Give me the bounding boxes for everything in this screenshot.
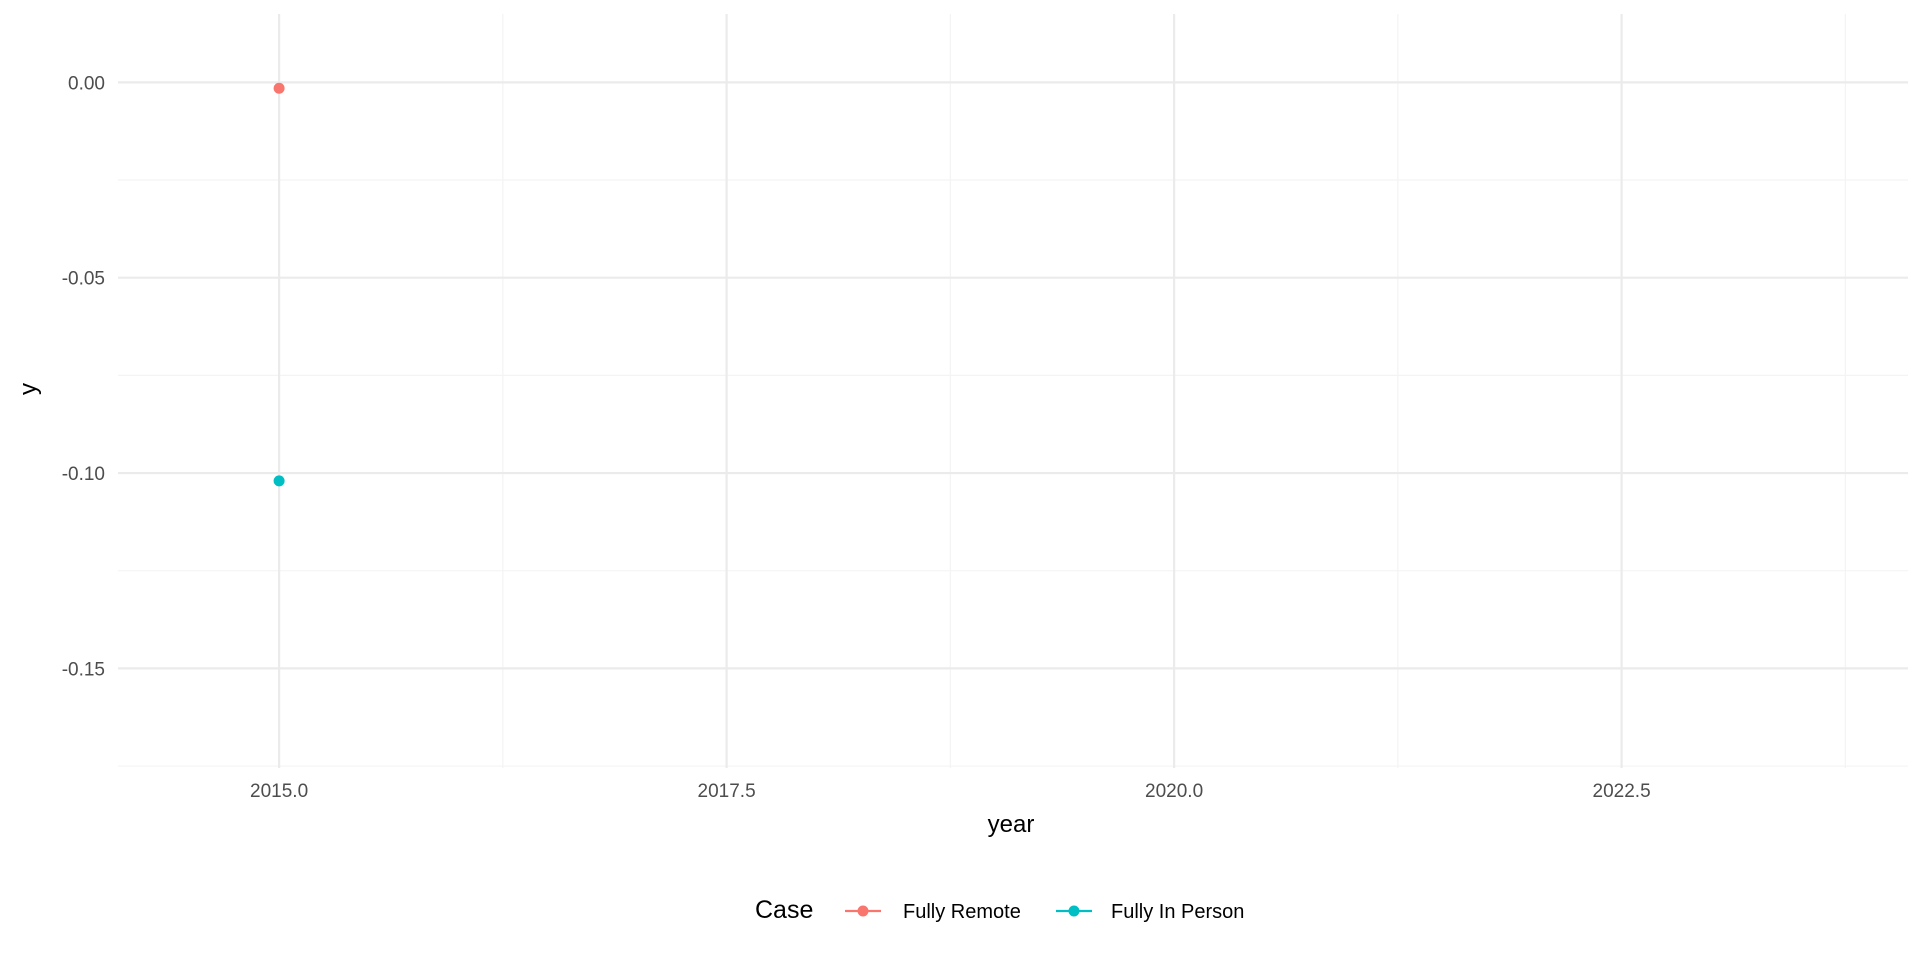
- x-tick-label: 2020.0: [1145, 781, 1203, 802]
- y-tick-label: -0.05: [62, 269, 105, 290]
- data-point: [273, 82, 285, 94]
- legend-label: Fully In Person: [1111, 901, 1244, 923]
- legend-key-point: [857, 905, 869, 917]
- x-tick-label: 2022.5: [1593, 781, 1651, 802]
- y-tick-label: 0.00: [68, 73, 105, 94]
- y-tick-label: -0.10: [62, 464, 105, 485]
- x-tick-label: 2017.5: [698, 781, 756, 802]
- legend-key-point: [1068, 905, 1080, 917]
- minor-gridlines: [118, 14, 1908, 768]
- major-gridlines: [118, 14, 1908, 768]
- x-tick-label: 2015.0: [250, 781, 308, 802]
- x-axis-ticks: 2015.0 2017.5 2020.0 2022.5: [250, 781, 1651, 802]
- data-point: [273, 475, 285, 487]
- legend-label: Fully Remote: [903, 901, 1021, 923]
- y-axis-ticks: 0.00 -0.05 -0.10 -0.15: [62, 73, 105, 680]
- y-axis-title: y: [15, 383, 42, 395]
- legend: Case Fully Remote Fully In Person: [755, 896, 1244, 924]
- data-points: [273, 82, 285, 487]
- x-axis-title: year: [988, 811, 1035, 838]
- legend-title: Case: [755, 896, 813, 924]
- y-tick-label: -0.15: [62, 659, 105, 680]
- legend-items: Fully Remote Fully In Person: [845, 901, 1244, 923]
